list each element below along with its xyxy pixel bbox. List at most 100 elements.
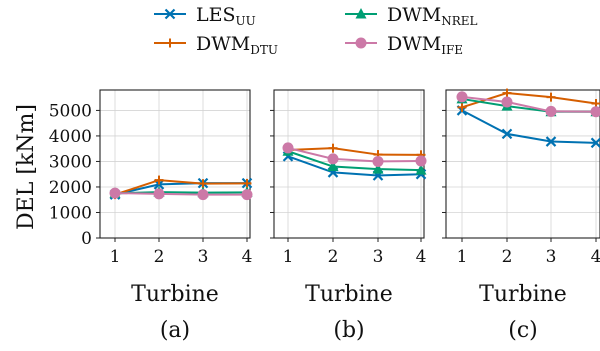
data-point xyxy=(415,155,427,167)
series-line xyxy=(461,109,597,144)
x-tick-label: 3 xyxy=(546,247,557,267)
x-tick-label: 3 xyxy=(198,247,209,267)
y-tick-label: 5000 xyxy=(49,101,92,121)
x-tick-label: 2 xyxy=(154,247,165,267)
data-point xyxy=(415,164,427,175)
data-point xyxy=(372,163,384,174)
legend-label: DWMDTU xyxy=(196,33,278,57)
data-point xyxy=(590,106,600,118)
data-point xyxy=(154,175,164,185)
y-ticks xyxy=(270,109,274,239)
series-dwm-ife xyxy=(456,91,600,118)
panel-caption: (c) xyxy=(508,318,538,343)
data-point xyxy=(502,88,512,98)
legend-marker xyxy=(355,37,367,49)
x-ticks: 1 2 3 4 xyxy=(283,238,427,267)
x-tick-label: 4 xyxy=(242,247,253,267)
series-line xyxy=(461,95,597,113)
series-dwm-nrel xyxy=(109,186,253,198)
legend-label-sub: UU xyxy=(236,14,256,28)
y-ticks xyxy=(442,109,446,239)
series-dwm-nrel xyxy=(282,145,427,175)
legend-entry-les-uu: LESUU xyxy=(154,4,256,28)
y-tick-label: 2000 xyxy=(49,178,92,198)
x-axis-label: Turbine xyxy=(305,282,393,307)
series-dwm-ife xyxy=(282,142,427,167)
x-axis-label: Turbine xyxy=(479,282,567,307)
panel-b: 1 2 3 4 Turbine (b) xyxy=(270,89,427,343)
data-point xyxy=(241,189,253,201)
data-point xyxy=(153,188,165,200)
legend-label-main: DWM xyxy=(387,4,441,26)
legend-entry-dwm-dtu: DWMDTU xyxy=(154,33,278,57)
x-tick-label: 2 xyxy=(502,247,513,267)
axes-frame xyxy=(445,89,600,239)
data-point xyxy=(327,160,339,172)
data-point xyxy=(590,137,600,149)
data-point xyxy=(328,143,338,153)
data-point xyxy=(372,155,384,167)
data-point xyxy=(197,189,209,201)
legend-entry-dwm-nrel: DWMNREL xyxy=(345,4,478,28)
panels: 0 1000 2000 3000 4000 5000 1 2 3 4 Turbine (a) 1 2 3 4 T… xyxy=(49,88,600,343)
series-line xyxy=(114,192,247,196)
x-tick-label: 1 xyxy=(457,247,468,267)
legend-label-sub: NREL xyxy=(441,14,477,28)
y-tick-label: 3000 xyxy=(49,152,92,172)
legend-label-main: DWM xyxy=(387,33,441,55)
x-ticks: 1 2 3 4 xyxy=(457,238,600,267)
series-line xyxy=(287,147,422,156)
data-point xyxy=(327,153,339,165)
panel-c: 1 2 3 4 Turbine (c) xyxy=(442,88,600,343)
series-line xyxy=(287,150,422,172)
legend-label-main: LES xyxy=(196,4,236,26)
series-line xyxy=(287,155,422,177)
legend-entry-dwm-ife: DWMIFE xyxy=(345,33,463,57)
x-tick-label: 1 xyxy=(283,247,294,267)
data-point xyxy=(546,92,556,102)
data-point xyxy=(501,128,513,140)
panel-caption: (a) xyxy=(160,318,190,343)
x-axis-label: Turbine xyxy=(131,282,219,307)
data-point xyxy=(545,136,557,147)
legend-label-sub: IFE xyxy=(441,43,463,57)
legend-marker xyxy=(164,8,176,20)
series-line xyxy=(287,146,422,163)
y-tick-label: 4000 xyxy=(49,127,92,147)
gridlines xyxy=(100,90,250,239)
legend-marker xyxy=(165,38,175,48)
x-tick-label: 1 xyxy=(110,247,121,267)
legend-label: LESUU xyxy=(196,4,256,28)
data-point xyxy=(282,142,294,154)
legend-label-sub: DTU xyxy=(250,43,278,57)
series-dwm-ife xyxy=(109,187,253,201)
data-point xyxy=(501,96,513,108)
data-point xyxy=(457,102,467,112)
axes-frame xyxy=(99,89,251,239)
data-point xyxy=(109,187,121,199)
legend-label: DWMNREL xyxy=(387,4,478,28)
series-line xyxy=(461,92,597,109)
y-tick-label: 0 xyxy=(81,229,92,249)
axes-frame xyxy=(273,89,425,239)
y-axis-label: DEL [kNm] xyxy=(14,104,39,230)
legend-marker xyxy=(355,8,367,19)
legend-label-main: DWM xyxy=(196,33,250,55)
series-dwm-nrel xyxy=(456,92,600,117)
x-tick-label: 4 xyxy=(591,247,600,267)
series-line xyxy=(114,179,248,196)
x-ticks: 1 2 3 4 xyxy=(110,238,253,267)
x-tick-label: 2 xyxy=(328,247,339,267)
y-tick-label: 1000 xyxy=(49,203,92,223)
x-tick-label: 3 xyxy=(373,247,384,267)
legend-label: DWMIFE xyxy=(387,33,463,57)
panel-caption: (b) xyxy=(333,318,364,343)
data-point xyxy=(545,105,557,117)
gridlines xyxy=(274,90,424,239)
data-point xyxy=(456,91,468,103)
y-ticks: 0 1000 2000 3000 4000 5000 xyxy=(49,101,100,249)
x-tick-label: 4 xyxy=(416,247,427,267)
panel-a: 0 1000 2000 3000 4000 5000 1 2 3 4 Turbine (a) xyxy=(49,89,253,343)
